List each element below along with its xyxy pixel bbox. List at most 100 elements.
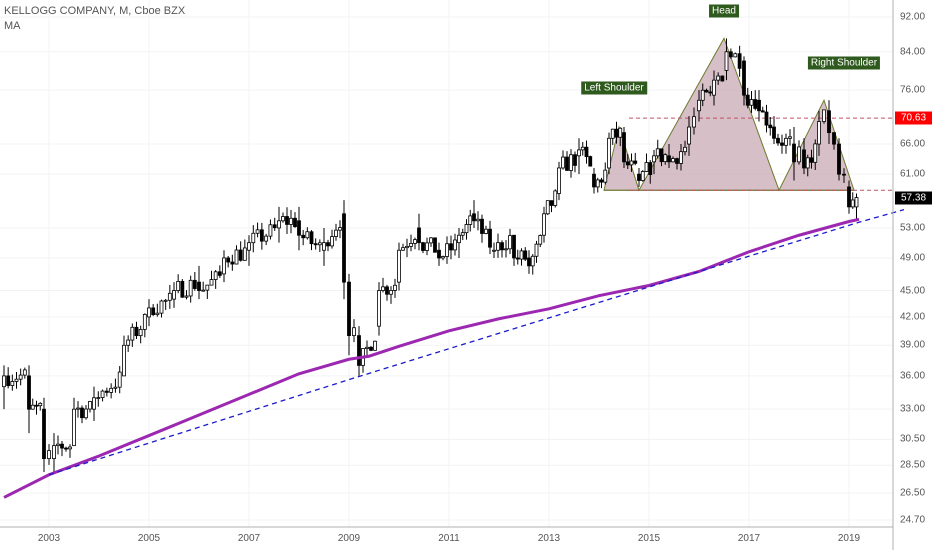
candle-body — [768, 124, 773, 129]
candle-body — [577, 149, 581, 157]
candle-body — [317, 242, 322, 246]
candle-body — [130, 326, 135, 341]
candle-body — [663, 154, 668, 163]
candle-body — [277, 220, 281, 229]
candle-body — [142, 313, 147, 330]
candle-body — [584, 146, 589, 157]
candle-body — [322, 242, 326, 251]
candle-body — [305, 231, 310, 239]
candle-body — [334, 229, 338, 237]
candle-body — [151, 307, 156, 316]
candle-body — [813, 143, 818, 163]
candle-body — [573, 154, 577, 166]
candle-body — [163, 299, 168, 302]
right-shoulder-label[interactable]: Right Shoulder — [807, 56, 881, 70]
candle-body — [373, 340, 377, 351]
candle-body — [88, 401, 92, 410]
candle-body — [588, 156, 593, 167]
moving-average-line — [3, 217, 860, 499]
price-tick-label: 30.50 — [900, 433, 926, 445]
candle-body — [18, 374, 23, 380]
candle-body — [652, 155, 656, 163]
candle-body — [565, 156, 569, 171]
candle-body — [519, 250, 524, 260]
candle-body — [472, 213, 476, 222]
price-tick-label: 49.00 — [900, 252, 926, 264]
candle-body — [842, 173, 846, 176]
resistance-price-tag: 70.63 — [895, 111, 932, 125]
candle-body — [457, 234, 461, 244]
candle-body — [393, 284, 397, 291]
candle-body — [369, 346, 373, 351]
candle-body — [504, 248, 508, 251]
candle-body — [92, 397, 96, 410]
candle-body — [764, 111, 769, 126]
candle-body — [847, 186, 851, 208]
candle-body — [226, 257, 231, 263]
candle-body — [255, 229, 260, 234]
candle-body — [47, 450, 51, 460]
candle-body — [238, 249, 243, 261]
time-tick-label: 2011 — [438, 533, 460, 544]
candle-body — [784, 137, 788, 146]
candlestick-series — [2, 38, 859, 473]
candle-body — [437, 249, 441, 259]
time-tick-label: 2015 — [637, 533, 661, 544]
candle-body — [10, 381, 15, 386]
candle-body — [675, 158, 679, 164]
candle-body — [728, 51, 733, 58]
candle-body — [301, 234, 306, 239]
candle-body — [96, 397, 101, 399]
candle-body — [389, 290, 393, 295]
candle-body — [500, 242, 504, 251]
time-tick-label: 2005 — [137, 533, 161, 544]
chart-grid — [0, 0, 893, 527]
candle-body — [708, 91, 713, 94]
candle-body — [242, 247, 247, 261]
candle-body — [671, 158, 675, 163]
head-label[interactable]: Head — [709, 4, 739, 18]
candle-body — [38, 402, 43, 407]
indicator-legend[interactable]: MA — [4, 20, 21, 32]
time-tick-label: 2013 — [537, 533, 561, 544]
candle-body — [209, 279, 214, 286]
candle-body — [309, 231, 314, 245]
candle-body — [712, 79, 716, 96]
candle-body — [753, 99, 758, 109]
candle-body — [629, 160, 634, 166]
candle-body — [409, 243, 413, 247]
candle-body — [197, 281, 201, 291]
price-tick-label: 26.50 — [900, 487, 926, 499]
left-shoulder-label[interactable]: Left Shoulder — [581, 81, 647, 95]
time-tick-label: 2017 — [737, 533, 761, 544]
candle-body — [692, 116, 696, 128]
candle-body — [401, 247, 405, 251]
candle-body — [496, 242, 500, 251]
candle-body — [268, 224, 273, 237]
candle-body — [217, 271, 222, 276]
candle-body — [760, 110, 765, 113]
candle-body — [113, 386, 118, 389]
candle-body — [289, 217, 293, 225]
symbol-title[interactable]: KELLOGG COMPANY, M, Cboe BZX — [4, 5, 186, 17]
candle-body — [357, 335, 361, 366]
candle-body — [213, 271, 218, 280]
candle-body — [60, 443, 64, 449]
candle-body — [772, 126, 776, 139]
candle-body — [837, 143, 841, 175]
candle-body — [22, 369, 27, 376]
candle-body — [445, 243, 449, 257]
candle-body — [259, 229, 264, 242]
candle-body — [281, 216, 285, 222]
price-tick-label: 76.00 — [900, 84, 926, 96]
candle-body — [313, 243, 318, 246]
candle-body — [749, 99, 754, 106]
candle-body — [527, 257, 531, 267]
candle-body — [405, 245, 409, 249]
candle-body — [700, 89, 705, 101]
candle-body — [545, 200, 550, 215]
candle-body — [822, 109, 826, 122]
candle-body — [854, 197, 859, 208]
candle-body — [508, 235, 512, 250]
